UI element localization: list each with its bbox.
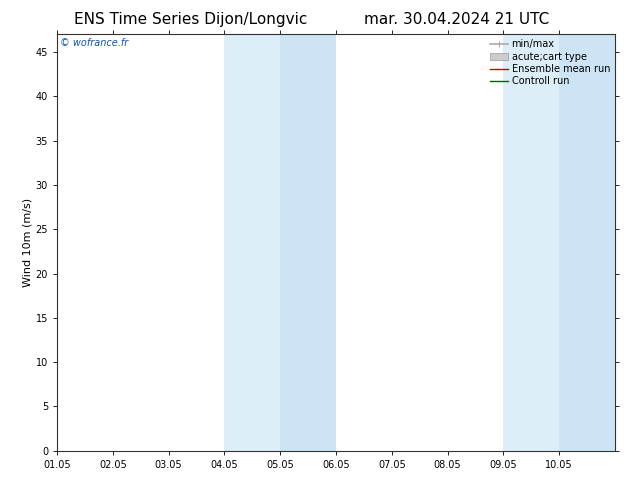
Text: mar. 30.04.2024 21 UTC: mar. 30.04.2024 21 UTC xyxy=(364,12,549,27)
Bar xyxy=(559,34,615,451)
Bar xyxy=(280,34,336,451)
Bar xyxy=(224,34,280,451)
Text: © wofrance.fr: © wofrance.fr xyxy=(60,38,128,49)
Y-axis label: Wind 10m (m/s): Wind 10m (m/s) xyxy=(23,198,33,287)
Legend: min/max, acute;cart type, Ensemble mean run, Controll run: min/max, acute;cart type, Ensemble mean … xyxy=(488,37,612,88)
Text: ENS Time Series Dijon/Longvic: ENS Time Series Dijon/Longvic xyxy=(74,12,307,27)
Bar xyxy=(503,34,559,451)
